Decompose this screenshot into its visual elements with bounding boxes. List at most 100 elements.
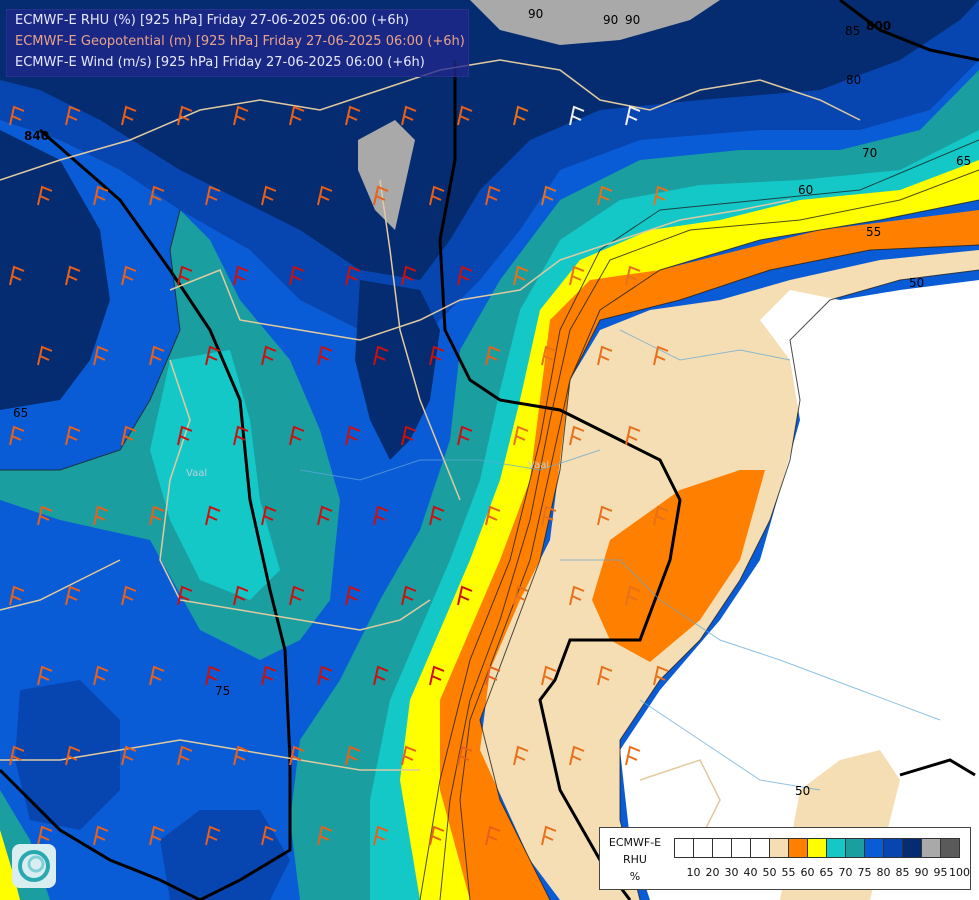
borders [0, 59, 861, 871]
wind-barb [429, 825, 445, 846]
rh-85-bottom [160, 810, 290, 900]
wind-barb [513, 745, 529, 766]
wind-barb [457, 585, 473, 606]
wind-barb [513, 425, 529, 446]
wind-barb [485, 825, 501, 846]
legend-tick: 90 [914, 866, 929, 879]
legend-swatch [788, 838, 808, 858]
legend-swatch [731, 838, 751, 858]
wind-barb [317, 505, 333, 526]
wind-barb [261, 505, 277, 526]
wind-barb [65, 105, 81, 126]
legend-tick: 30 [724, 866, 739, 879]
rh-contour-lines [0, 139, 979, 900]
contour-label: 70 [862, 146, 877, 160]
rh-95-corner [470, 0, 720, 45]
legend-swatch [769, 838, 789, 858]
wind-barb [93, 665, 109, 686]
wind-barb [121, 105, 137, 126]
wind-barb [233, 745, 249, 766]
title-line-geopotential: ECMWF-E Geopotential (m) [925 hPa] Frida… [15, 34, 465, 49]
wind-barb [513, 265, 529, 286]
wind-barb [541, 345, 557, 366]
wind-barb [65, 425, 81, 446]
wind-barb [401, 745, 417, 766]
wind-barb [177, 105, 193, 126]
river-labels: Vaal Vaal [186, 460, 549, 479]
title-line-rhu: ECMWF-E RHU (%) [925 hPa] Friday 27-06-2… [15, 13, 409, 28]
wind-barb [93, 505, 109, 526]
contour-label: 50 [909, 276, 924, 290]
legend-unit: % [629, 870, 641, 883]
wind-barb [569, 745, 585, 766]
rh-60-blob-top [592, 470, 765, 662]
wind-barb [289, 745, 305, 766]
wind-barb [345, 105, 361, 126]
contour-label: 90 [528, 7, 543, 21]
legend-swatch [940, 838, 960, 858]
wind-barb [93, 185, 109, 206]
contour-label: 65 [956, 154, 971, 168]
wind-barb [37, 185, 53, 206]
wind-barb [541, 505, 557, 526]
rh-95-patch [358, 120, 415, 230]
wind-barb [65, 745, 81, 766]
legend-swatch [807, 838, 827, 858]
legend-swatch [921, 838, 941, 858]
rh-70-left [150, 350, 280, 600]
contour-label: 840 [24, 129, 49, 143]
contour-label: 65 [13, 406, 28, 420]
rh-65-region [400, 160, 979, 900]
wind-barb [569, 105, 585, 126]
wind-barb [485, 185, 501, 206]
wind-barb [541, 185, 557, 206]
wind-barb [597, 185, 613, 206]
river-label: Vaal [186, 468, 207, 479]
wind-barb [345, 265, 361, 286]
wind-barb [541, 825, 557, 846]
contour-label: 90 [625, 13, 640, 27]
wind-barb [401, 265, 417, 286]
wind-barb [485, 505, 501, 526]
wind-barb [653, 185, 669, 206]
wind-barb [9, 585, 25, 606]
wind-barb [429, 665, 445, 686]
wind-barb [345, 425, 361, 446]
wind-barb [9, 745, 25, 766]
contour-label: 50 [795, 784, 810, 798]
contour-labels: 90 90 85 80 70 65 60 55 50 50 75 65 90 8… [13, 7, 971, 798]
legend-tick: 10 [686, 866, 701, 879]
wind-barb [205, 345, 221, 366]
wind-barb [261, 665, 277, 686]
wind-barb [205, 665, 221, 686]
wind-barb [373, 345, 389, 366]
wind-barb [653, 505, 669, 526]
legend-tick: 55 [781, 866, 796, 879]
wind-barb [569, 585, 585, 606]
wind-barb [625, 745, 641, 766]
rh-70-region [370, 130, 979, 900]
wind-barb [653, 665, 669, 686]
wind-barb [177, 585, 193, 606]
wind-barb [625, 265, 641, 286]
legend-tick: 65 [819, 866, 834, 879]
contour-label: 80 [846, 73, 861, 87]
wind-barb [205, 825, 221, 846]
wind-barb [653, 345, 669, 366]
wind-barb [513, 585, 529, 606]
wind-barb [177, 265, 193, 286]
wind-barb [9, 425, 25, 446]
wind-barb [37, 825, 53, 846]
contour-label: 55 [866, 225, 881, 239]
wind-barb [625, 425, 641, 446]
contour-label: 75 [215, 684, 230, 698]
wind-barb [513, 105, 529, 126]
wind-barb [121, 585, 137, 606]
wind-barb [317, 345, 333, 366]
wind-barb [457, 425, 473, 446]
wind-barb [457, 265, 473, 286]
wind-barb [625, 585, 641, 606]
rh-90-strip [355, 280, 440, 460]
wind-barb [37, 345, 53, 366]
legend-model: ECMWF-E [608, 836, 662, 849]
